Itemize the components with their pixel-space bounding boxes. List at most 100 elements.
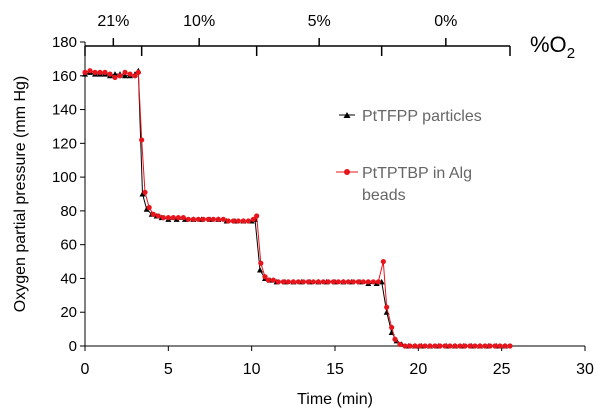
data-point <box>427 343 433 349</box>
o2-percent-label: %O2 <box>530 32 575 62</box>
legend-item-black: PtTFPP particles <box>339 108 482 125</box>
data-point <box>190 216 196 222</box>
x-tick-label: 10 <box>243 361 261 378</box>
y-tick-label: 160 <box>52 68 77 85</box>
y-tick-label: 140 <box>52 102 77 119</box>
data-point <box>245 218 251 224</box>
data-point <box>97 69 103 75</box>
data-point <box>225 218 231 224</box>
data-point <box>143 206 150 212</box>
data-point <box>375 279 381 285</box>
data-point <box>127 71 133 77</box>
x-tick-label: 5 <box>164 361 173 378</box>
data-point <box>447 343 453 349</box>
y-tick-label: 100 <box>52 169 77 186</box>
data-point <box>150 211 156 217</box>
data-point <box>200 216 206 222</box>
data-point <box>275 279 281 285</box>
data-point <box>384 304 390 310</box>
data-point <box>112 74 118 81</box>
data-point <box>270 277 276 283</box>
data-point <box>315 279 321 285</box>
data-point <box>295 279 301 285</box>
data-point <box>320 279 326 285</box>
data-point <box>117 73 123 79</box>
data-point <box>135 69 141 75</box>
data-point <box>265 277 271 283</box>
data-point <box>230 218 236 224</box>
data-point <box>165 215 171 221</box>
data-point <box>457 343 463 349</box>
o2-label-main: %O <box>530 32 567 57</box>
data-point <box>472 343 478 349</box>
data-point <box>507 343 513 349</box>
data-point <box>122 69 128 75</box>
data-point <box>280 279 286 285</box>
y-tick-label: 80 <box>60 203 77 220</box>
legend-label-pttfpp: PtTFPP particles <box>362 108 482 125</box>
data-point <box>258 260 264 266</box>
data-point <box>220 216 226 222</box>
data-point <box>87 68 93 74</box>
data-point <box>389 324 395 331</box>
data-point <box>402 343 408 349</box>
data-point <box>452 343 458 349</box>
data-point <box>195 216 201 222</box>
data-point <box>360 279 366 285</box>
data-point <box>240 218 246 224</box>
data-point <box>160 215 166 221</box>
data-point <box>412 343 418 349</box>
legend-item-red: PtTPTBP in Alg beads <box>336 165 476 204</box>
legend-label-pttptbp-line1: PtTPTBP in Alg <box>362 165 472 182</box>
data-point <box>380 258 386 265</box>
data-point <box>370 279 376 285</box>
bracket-segment-label: 5% <box>308 13 331 30</box>
legend-label-pttptbp: PtTPTBP in Alg beads <box>362 165 476 204</box>
data-point <box>139 137 145 143</box>
data-point <box>250 216 256 222</box>
data-point <box>397 341 403 347</box>
legend-marker-triangle <box>343 112 351 118</box>
data-point <box>417 343 423 349</box>
data-point <box>257 267 263 273</box>
data-point <box>355 279 361 285</box>
data-point <box>365 279 371 285</box>
data-point <box>107 71 113 77</box>
data-point <box>340 279 346 285</box>
legend: PtTFPP particles PtTPTBP in Alg beads <box>336 108 482 204</box>
series-pttptbp <box>82 68 513 349</box>
legend-label-pttptbp-line2: beads <box>362 187 406 204</box>
data-point <box>102 69 108 75</box>
x-tick-label: 15 <box>326 361 344 378</box>
data-point <box>492 343 498 349</box>
y-tick-label: 120 <box>52 135 77 152</box>
y-tick-label: 0 <box>69 338 77 355</box>
data-point <box>262 274 268 280</box>
data-point <box>330 279 336 285</box>
series-layer <box>82 67 513 349</box>
data-point <box>285 279 291 285</box>
data-point <box>175 215 181 221</box>
data-point <box>215 216 221 222</box>
bracket-segment-label: 0% <box>434 13 457 30</box>
data-point <box>487 343 493 349</box>
y-tick-label: 20 <box>60 304 77 321</box>
data-point <box>290 279 296 285</box>
data-point <box>170 215 176 221</box>
data-point <box>335 279 341 285</box>
x-tick-label: 20 <box>409 361 427 378</box>
bracket-segment-label: 21% <box>97 13 129 30</box>
data-point <box>350 279 356 285</box>
o2-bracket: 21% 10% 5% 0% <box>84 13 511 56</box>
data-point <box>112 71 118 77</box>
data-point <box>142 189 148 195</box>
data-point <box>305 279 311 285</box>
data-point <box>82 69 88 75</box>
data-point <box>345 279 351 285</box>
data-point <box>422 343 428 349</box>
data-point <box>467 343 473 349</box>
data-point <box>477 343 483 349</box>
data-point <box>235 218 241 224</box>
data-point <box>122 72 128 79</box>
